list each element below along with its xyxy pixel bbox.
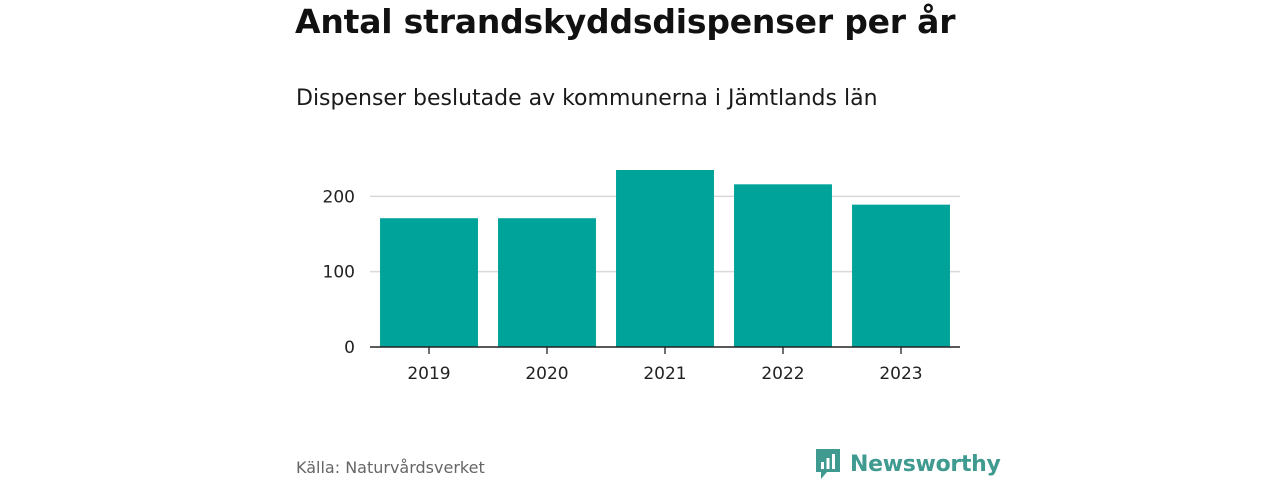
brand-name: Newsworthy — [850, 451, 1001, 477]
bars — [380, 170, 950, 347]
bar-chart: 0 100 200 2019 2020 2021 2022 2023 — [323, 170, 960, 384]
bar-2021 — [616, 170, 714, 347]
y-tick-label-200: 200 — [323, 187, 355, 207]
brand-logo: Newsworthy — [814, 447, 1001, 480]
x-tick-label-2019: 2019 — [407, 364, 450, 384]
x-tick-label-2023: 2023 — [879, 364, 922, 384]
y-tick-label-0: 0 — [344, 338, 355, 358]
bar-2022 — [734, 184, 832, 347]
y-tick-label-100: 100 — [323, 263, 355, 283]
chart-title: Antal strandskyddsdispenser per år — [295, 2, 956, 41]
bar-2023 — [852, 204, 950, 347]
bar-2019 — [380, 218, 478, 347]
chart-subtitle: Dispenser beslutade av kommunerna i Jämt… — [296, 86, 878, 111]
x-tick-labels: 2019 2020 2021 2022 2023 — [407, 364, 922, 384]
x-axis — [370, 346, 960, 354]
bar-chart-speech-bubble-icon — [816, 449, 840, 479]
x-tick-label-2022: 2022 — [761, 364, 804, 384]
x-tick-label-2020: 2020 — [525, 364, 568, 384]
bar-2020 — [498, 218, 596, 347]
x-tick-label-2021: 2021 — [643, 364, 686, 384]
source-note: Källa: Naturvårdsverket — [296, 458, 485, 477]
y-tick-labels: 0 100 200 — [323, 187, 355, 358]
